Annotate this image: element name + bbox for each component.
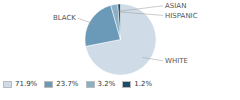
html-text:23.7%: 23.7% xyxy=(56,80,79,88)
html-text:1.2%: 1.2% xyxy=(134,80,153,88)
svg-text:HISPANIC: HISPANIC xyxy=(165,12,198,20)
html-text:3.2%: 3.2% xyxy=(97,80,116,88)
html-text:71.9%: 71.9% xyxy=(15,80,38,88)
svg-text:ASIAN: ASIAN xyxy=(165,2,186,10)
svg-text:WHITE: WHITE xyxy=(165,57,188,65)
svg-text:BLACK: BLACK xyxy=(53,14,76,22)
